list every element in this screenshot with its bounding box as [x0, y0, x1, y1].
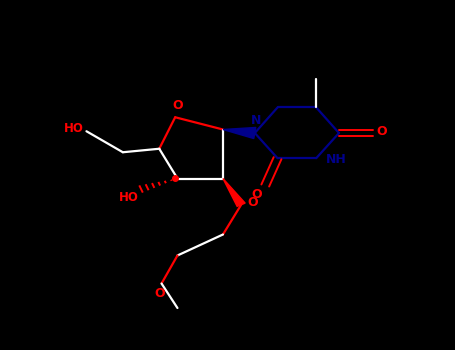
Polygon shape: [223, 178, 245, 206]
Text: NH: NH: [326, 153, 347, 167]
Text: O: O: [172, 99, 183, 112]
Text: O: O: [377, 125, 387, 139]
Text: O: O: [248, 196, 258, 210]
Polygon shape: [223, 127, 256, 139]
Text: O: O: [154, 287, 165, 300]
Text: HO: HO: [64, 122, 84, 135]
Text: O: O: [251, 188, 262, 201]
Text: HO: HO: [119, 191, 139, 204]
Text: N: N: [251, 114, 261, 127]
